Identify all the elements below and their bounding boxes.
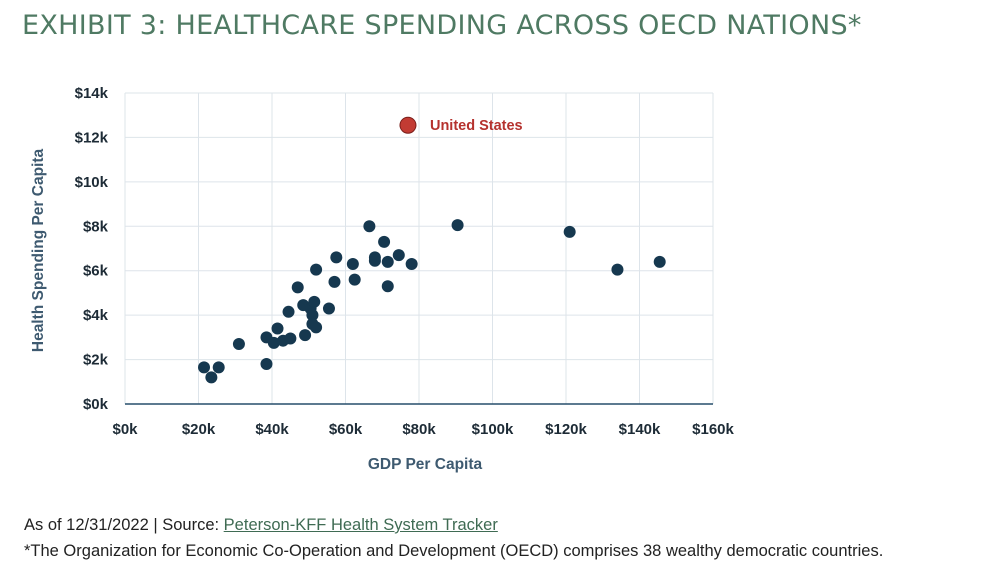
- data-point: [563, 225, 576, 238]
- y-tick-label: $12k: [75, 129, 109, 146]
- data-point: [381, 255, 394, 268]
- data-point: [363, 220, 376, 233]
- data-point: [346, 258, 359, 271]
- x-tick-label: $40k: [255, 421, 289, 438]
- x-tick-label: $120k: [545, 421, 587, 438]
- scatter-chart: $0k$2k$4k$6k$8k$10k$12k$14k $0k $20k $40k $…: [30, 85, 735, 473]
- data-point: [368, 251, 381, 264]
- data-point: [310, 263, 323, 276]
- x-axis-label: GDP Per Capita: [368, 456, 483, 473]
- data-point: [348, 273, 361, 286]
- x-tick-label: $160k: [692, 421, 734, 438]
- data-point: [322, 302, 335, 315]
- data-point: [282, 305, 295, 318]
- y-tick-label: $6k: [83, 263, 109, 280]
- data-point: [212, 361, 225, 374]
- data-point: [392, 249, 405, 262]
- data-point: [291, 281, 304, 294]
- x-tick-labels: $0k $20k $40k $60k $80k $100k $120k $140k $160k: [112, 421, 734, 438]
- data-point: [328, 275, 341, 288]
- data-point: [378, 235, 391, 248]
- as-of-text: As of 12/31/2022 | Source:: [24, 516, 224, 534]
- data-point: [205, 371, 218, 384]
- x-tick-label: $20k: [182, 421, 216, 438]
- source-link[interactable]: Peterson-KFF Health System Tracker: [223, 516, 498, 534]
- grid-layer: [124, 92, 714, 404]
- data-point: [451, 219, 464, 232]
- x-tick-label: $140k: [619, 421, 661, 438]
- y-tick-label: $4k: [83, 307, 109, 324]
- footer-source-line: As of 12/31/2022 | Source: Peterson-KFF …: [24, 516, 498, 535]
- data-points: [198, 219, 666, 384]
- y-tick-label: $14k: [75, 85, 109, 102]
- highlight-layer: United States: [399, 116, 523, 134]
- y-tick-label: $8k: [83, 218, 109, 235]
- data-point: [267, 336, 280, 349]
- footer-note: *The Organization for Economic Co-Operat…: [24, 542, 884, 560]
- data-point: [653, 255, 666, 268]
- x-tick-label: $80k: [402, 421, 436, 438]
- data-point: [284, 332, 297, 345]
- x-tick-label: $0k: [112, 421, 138, 438]
- data-point: [330, 251, 343, 264]
- y-tick-label: $0k: [83, 396, 109, 413]
- data-point: [198, 361, 211, 374]
- united-states-label: United States: [430, 118, 523, 134]
- data-point: [232, 338, 245, 351]
- y-tick-label: $10k: [75, 174, 109, 191]
- data-point: [381, 280, 394, 293]
- united-states-point: [399, 116, 417, 134]
- data-point: [405, 258, 418, 271]
- data-point: [306, 309, 319, 322]
- data-point: [310, 321, 323, 334]
- data-point: [611, 263, 624, 276]
- data-point: [308, 295, 321, 308]
- y-axis-label: Health Spending Per Capita: [30, 148, 47, 352]
- x-tick-label: $100k: [472, 421, 514, 438]
- data-point: [299, 329, 312, 342]
- y-tick-label: $2k: [83, 352, 109, 369]
- data-point: [271, 322, 284, 335]
- x-tick-label: $60k: [329, 421, 363, 438]
- y-tick-labels: $0k $2k $4k $6k $8k $10k $12k $14k: [75, 85, 109, 413]
- exhibit-title: EXHIBIT 3: HEALTHCARE SPENDING ACROSS OE…: [22, 10, 862, 41]
- data-point: [260, 358, 273, 371]
